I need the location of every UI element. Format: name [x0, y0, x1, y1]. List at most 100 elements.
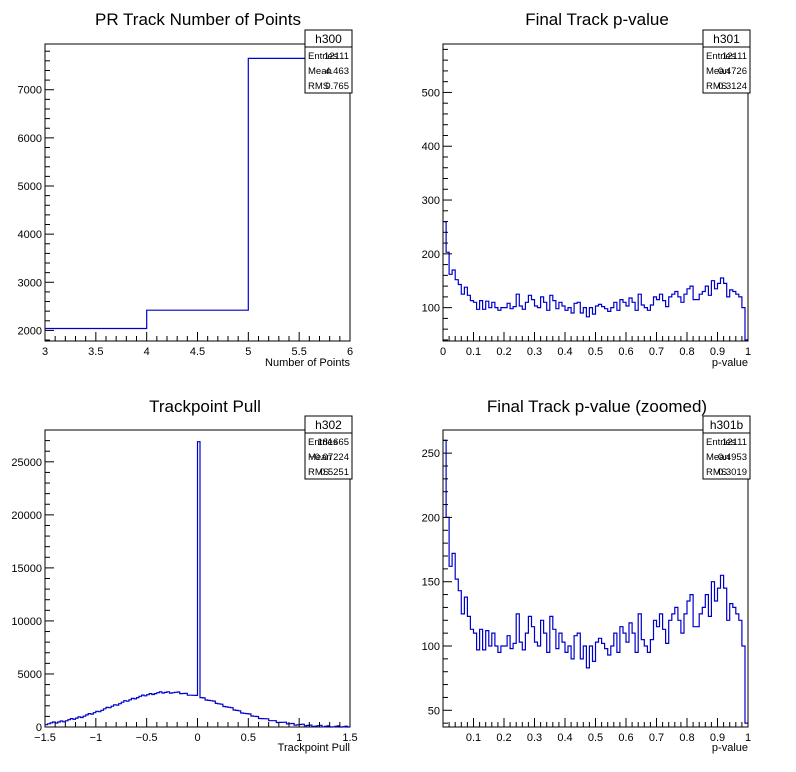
x-tick-label: 0.8 — [679, 346, 694, 358]
stats-box-frame — [304, 29, 353, 94]
x-tick-label: 3.5 — [88, 346, 103, 358]
y-tick-label: 250 — [422, 448, 440, 460]
stats-label: RMS — [308, 467, 329, 478]
x-axis-label: p-value — [712, 357, 748, 369]
y-tick-label: 400 — [422, 141, 440, 153]
x-tick-label: 0.5 — [588, 346, 603, 358]
stats-histogram-name: h300 — [315, 32, 342, 46]
chart-title: Trackpoint Pull — [149, 397, 261, 416]
y-tick-label: 150 — [422, 577, 440, 589]
stats-box-frame — [702, 415, 751, 480]
y-tick-label: 200 — [422, 512, 440, 524]
x-tick-label: 0.3 — [527, 732, 542, 744]
x-tick-label: 0.6 — [618, 732, 633, 744]
stats-label: Mean — [308, 66, 332, 77]
stats-label: Mean — [706, 66, 730, 77]
stats-value: 12111 — [722, 51, 747, 62]
x-tick-label: 0.4 — [557, 346, 572, 358]
x-tick-label: 0.1 — [466, 732, 481, 744]
x-tick-label: 0.7 — [649, 732, 664, 744]
y-tick-label: 300 — [422, 195, 440, 207]
stats-label: RMS — [706, 81, 727, 92]
y-tick-label: 5000 — [18, 669, 42, 681]
x-tick-label: 5.5 — [292, 346, 307, 358]
y-tick-label: 25000 — [11, 457, 42, 469]
x-tick-label: 4 — [144, 346, 150, 358]
x-tick-label: −1 — [90, 732, 103, 744]
chart-title: Final Track p-value (zoomed) — [487, 397, 707, 416]
y-tick-label: 3000 — [18, 277, 42, 289]
x-axis-label: p-value — [712, 742, 748, 754]
stats-value: 0.4953 — [718, 452, 747, 463]
chart-title: PR Track Number of Points — [95, 10, 301, 29]
pad-h300: PR Track Number of Points 2000 3000 4000 500… — [18, 10, 354, 369]
x-axis-label: Number of Points — [265, 357, 350, 369]
y-tick-label: 10000 — [11, 616, 42, 628]
x-tick-label: 0 — [194, 732, 200, 744]
y-tick-label: 50 — [428, 705, 440, 717]
stats-label: RMS — [308, 81, 329, 92]
y-tick-label: 2000 — [18, 325, 42, 337]
stats-label: Mean — [706, 452, 730, 463]
stats-label: Entries — [308, 51, 338, 62]
stats-histogram-name: h301 — [713, 32, 740, 46]
stats-value: −0.07224 — [309, 452, 349, 463]
pad-h301b: Final Track p-value (zoomed) 50 100 150 200 2… — [422, 397, 751, 754]
stats-value: 12111 — [722, 437, 747, 448]
y-tick-label: 500 — [422, 87, 440, 99]
x-tick-label: 0.3 — [527, 346, 542, 358]
x-tick-label: 3 — [42, 346, 48, 358]
stats-label: Mean — [308, 452, 332, 463]
y-tick-label: 7000 — [18, 85, 42, 97]
stats-value: 12111 — [324, 51, 349, 62]
stats-box-frame — [702, 29, 751, 94]
x-tick-label: 0.8 — [679, 732, 694, 744]
stats-label: Entries — [706, 437, 736, 448]
x-tick-label: 0.9 — [710, 732, 725, 744]
y-tick-label: 100 — [422, 641, 440, 653]
x-tick-label: 1 — [745, 732, 751, 744]
stats-value: 181665 — [317, 437, 349, 448]
y-tick-label: 200 — [422, 249, 440, 261]
y-tick-label: 5000 — [18, 181, 42, 193]
x-tick-label: −1.5 — [34, 732, 56, 744]
x-tick-label: 0.5 — [241, 732, 256, 744]
pad-h302: Trackpoint Pull 0 5000 10000 15000 20000 25000… — [11, 397, 357, 754]
histogram-line — [443, 439, 748, 724]
x-tick-label: 0.4 — [557, 732, 572, 744]
x-tick-label: 0.2 — [496, 346, 511, 358]
stats-histogram-name: h301b — [710, 418, 744, 432]
plot-frame — [442, 43, 749, 342]
x-tick-label: 0.1 — [466, 346, 481, 358]
plot-frame — [442, 429, 749, 728]
pad-h301: Final Track p-value 100 200 300 400 500 0 0.1 0.… — [422, 10, 751, 369]
histogram-line — [443, 221, 748, 341]
x-axis-label: Trackpoint Pull — [278, 742, 350, 754]
x-tick-label: 0.7 — [649, 346, 664, 358]
stats-value: 0.765 — [325, 81, 349, 92]
stats-label: Entries — [308, 437, 338, 448]
histogram-line — [45, 57, 350, 330]
x-tick-label: 5 — [245, 346, 251, 358]
x-tick-label: 0.2 — [496, 732, 511, 744]
stats-box-frame — [304, 415, 353, 480]
x-tick-label: 6 — [347, 346, 353, 358]
stats-label: RMS — [706, 467, 727, 478]
x-tick-label: 4.5 — [190, 346, 205, 358]
x-tick-label: 0.9 — [710, 346, 725, 358]
plot-frame — [44, 43, 351, 342]
y-tick-label: 15000 — [11, 563, 42, 575]
stats-label: Entries — [706, 51, 736, 62]
stats-value: 0.3124 — [718, 81, 747, 92]
stats-histogram-name: h302 — [315, 418, 342, 432]
x-tick-label: 0.6 — [618, 346, 633, 358]
x-tick-label: −0.5 — [136, 732, 158, 744]
stats-value: 0.3019 — [718, 467, 747, 478]
y-tick-label: 0 — [36, 722, 42, 734]
chart-title: Final Track p-value — [525, 10, 669, 29]
x-tick-label: 0 — [440, 346, 446, 358]
